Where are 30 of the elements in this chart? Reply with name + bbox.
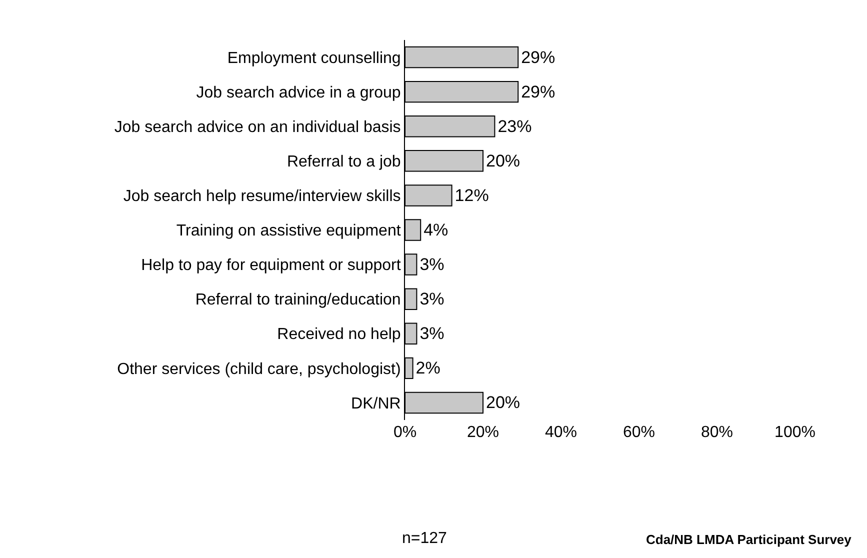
data-label: 29% [521, 82, 556, 102]
y-tick-label: Received no help [277, 326, 401, 344]
data-label: 3% [420, 290, 444, 309]
x-tick-label: 80% [700, 424, 734, 441]
data-label: 12% [454, 186, 489, 205]
x-tick-label: 0% [393, 424, 417, 441]
x-tick-label: 60% [622, 424, 656, 441]
x-tick-label: 100% [774, 424, 816, 441]
data-label: 2% [416, 358, 440, 378]
data-label: 23% [498, 116, 532, 136]
text: Cda/NB LMDA Participant Survey [646, 532, 852, 547]
data-label: 3% [420, 255, 444, 274]
y-tick-label: Job search advice on an individual basis [114, 118, 401, 136]
y-tick-label: Referral to a job [286, 154, 401, 171]
text: n=127 [402, 530, 448, 547]
y-tick-label: Referral to training/education [195, 292, 401, 309]
y-tick-label: DK/NR [351, 395, 401, 412]
y-tick-label: Job search help resume/interview skills [123, 188, 401, 206]
data-label: 29% [521, 48, 556, 67]
x-tick-label: 40% [544, 424, 578, 441]
y-tick-label: Other services (child care, psychologist) [117, 360, 401, 378]
data-label: 20% [486, 393, 520, 412]
y-tick-label: Training on assistive equipment [176, 222, 402, 240]
data-label: 20% [486, 151, 520, 170]
data-label: 3% [420, 324, 444, 344]
y-tick-label: Job search advice in a group [196, 84, 401, 102]
y-tick-label: Help to pay for equipment or support [141, 257, 402, 274]
x-tick-label: 20% [466, 424, 500, 441]
data-label: 4% [424, 220, 448, 240]
y-tick-label: Employment counselling [227, 50, 401, 67]
